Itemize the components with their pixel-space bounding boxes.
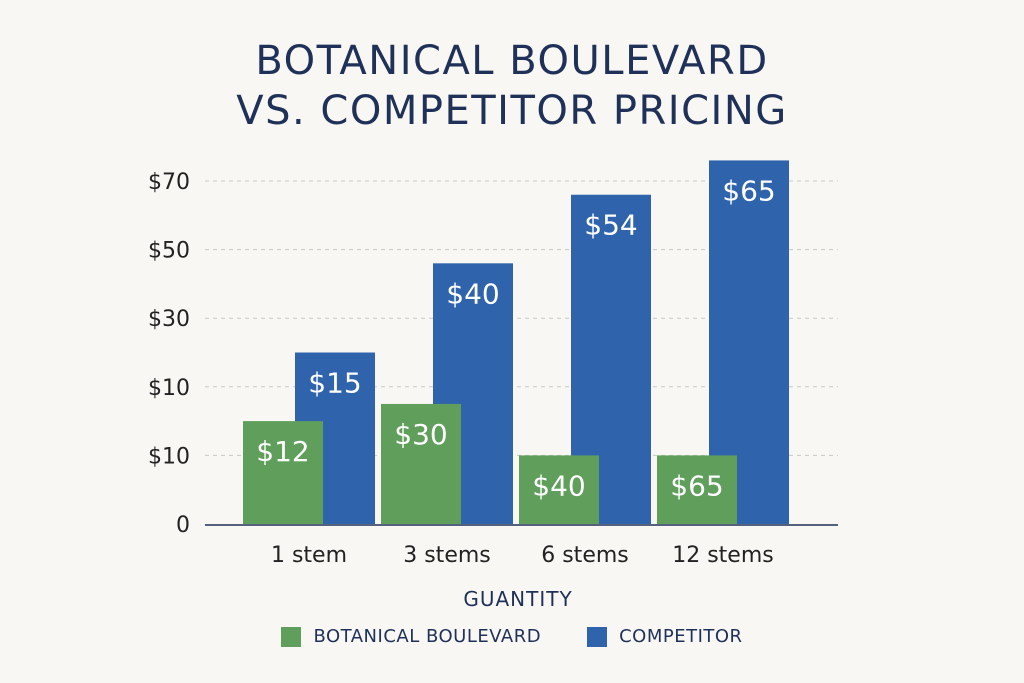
x-tick-label: 3 stems (403, 543, 491, 568)
bar-botanical-boulevard (381, 403, 461, 524)
x-tick-label: 1 stem (271, 543, 347, 568)
bar-botanical-boulevard (243, 421, 323, 524)
bar-botanical-boulevard (519, 455, 599, 524)
legend-swatch-botanical-boulevard (281, 626, 302, 647)
chart-title: BOTANICAL BOULEVARD VS. COMPETITOR PRICI… (0, 36, 1024, 136)
y-tick-label: $70 (148, 170, 190, 195)
legend-label-competitor: COMPETITOR (619, 626, 743, 647)
bar-value-label-competitor: $15 (308, 367, 361, 400)
y-tick-label: $30 (148, 307, 190, 332)
y-tick-label: $50 (148, 239, 190, 264)
chart-legend: BOTANICAL BOULEVARD COMPETITOR (0, 626, 1024, 647)
bar-value-label-botanical-boulevard: $12 (256, 435, 309, 468)
y-tick-label: $10 (148, 444, 190, 469)
legend-swatch-competitor (587, 626, 608, 647)
bar-botanical-boulevard (657, 455, 737, 524)
legend-item-competitor: COMPETITOR (587, 626, 742, 647)
x-tick-label: 6 stems (541, 543, 629, 568)
x-axis-title: GUANTITY (463, 587, 572, 611)
bar-value-label-competitor: $40 (446, 277, 499, 310)
y-tick-label: $10 (148, 376, 190, 401)
bar-value-label-competitor: $54 (584, 209, 637, 242)
bar-value-label-competitor: $65 (722, 174, 775, 207)
legend-label-botanical-boulevard: BOTANICAL BOULEVARD (313, 626, 542, 647)
legend-item-botanical-boulevard: BOTANICAL BOULEVARD (281, 626, 541, 647)
bar-value-label-botanical-boulevard: $30 (394, 418, 447, 451)
y-tick-label: 0 (176, 513, 190, 538)
bar-value-label-botanical-boulevard: $40 (532, 469, 585, 502)
bar-value-label-botanical-boulevard: $65 (670, 469, 723, 502)
chart-title-line-1: BOTANICAL BOULEVARD (255, 38, 769, 84)
x-tick-label: 12 stems (672, 543, 774, 568)
chart-title-line-2: VS. COMPETITOR PRICING (236, 88, 788, 134)
